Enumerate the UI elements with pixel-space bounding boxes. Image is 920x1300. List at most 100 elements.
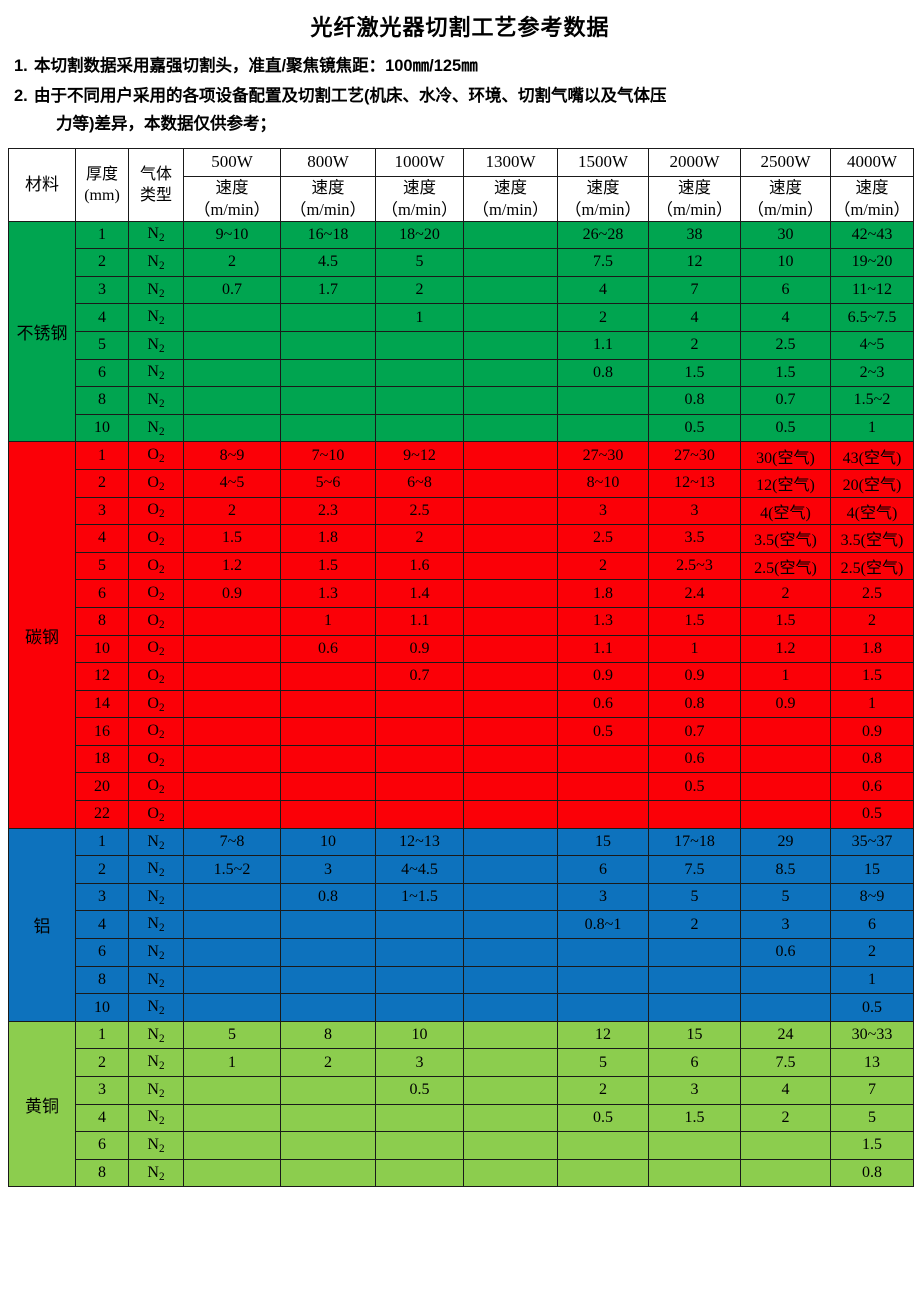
- thickness-cell: 22: [75, 800, 129, 829]
- thickness-cell: 8: [75, 606, 129, 636]
- speed-cell-2500w: 8.5: [740, 855, 831, 884]
- speed-cell-2500w: 12(空气): [740, 468, 831, 498]
- speed-cell-1500w: [557, 938, 649, 967]
- speed-cell-800w: [280, 330, 376, 360]
- speed-cell-4000w: 1: [830, 965, 914, 995]
- speed-cell-2000w: 7: [648, 275, 741, 305]
- thickness-cell: 6: [75, 579, 129, 608]
- header-power-1000w: 1000W: [375, 148, 464, 177]
- speed-cell-2500w: 3: [740, 910, 831, 940]
- speed-cell-1300w: [463, 772, 558, 802]
- speed-cell-800w: 1.7: [280, 275, 376, 305]
- speed-cell-2000w: 1: [648, 634, 741, 664]
- speed-cell-2500w: 0.5: [740, 413, 831, 443]
- speed-cell-1000w: [375, 965, 464, 995]
- speed-unit: （m/min）: [193, 199, 271, 219]
- header-power-500w: 500W: [183, 148, 281, 177]
- note-text: 本切割数据采用嘉强切割头，准直/聚焦镜焦距：100㎜/125㎜: [34, 52, 908, 80]
- speed-unit: （m/min）: [747, 199, 824, 219]
- table-row: 2 N2 2 4.5 5 7.5 12 10 19~20: [9, 248, 914, 277]
- speed-cell-4000w: 1.8: [830, 634, 914, 664]
- speed-cell-800w: [280, 1103, 376, 1133]
- speed-cell-4000w: 11~12: [830, 275, 914, 305]
- speed-cell-800w: [280, 910, 376, 940]
- speed-cell-500w: [183, 386, 281, 415]
- table-row: 碳钢 1 O2 8~9 7~10 9~12 27~30 27~30 30(空气) 43(空气): [8, 441, 914, 829]
- gas-type-cell: N2: [128, 303, 184, 332]
- thickness-cell: 2: [75, 468, 129, 498]
- speed-cell-2000w: 38: [648, 220, 741, 250]
- gas-type-cell: O2: [128, 551, 184, 581]
- gas-type-cell: O2: [128, 717, 184, 746]
- speed-cell-1500w: 1.1: [557, 330, 649, 360]
- table-row: 3 N2 0.8 1~1.5 3 5 5 8~9: [9, 882, 914, 912]
- table-row: 6 N2 0.6 2: [9, 938, 914, 967]
- thickness-cell: 1: [75, 827, 129, 857]
- note-number: 2.: [14, 87, 28, 105]
- speed-cell-1300w: [463, 1076, 558, 1105]
- thickness-cell: 4: [75, 303, 129, 332]
- speed-cell-1300w: [463, 275, 558, 305]
- speed-cell-4000w: 0.6: [830, 772, 914, 802]
- gas-type-cell: N2: [128, 413, 184, 443]
- speed-cell-2000w: 27~30: [648, 441, 741, 470]
- header-gas-line2: 类型: [139, 186, 172, 204]
- table-row: 10 O2 0.6 0.9 1.1 1 1.2 1.8: [9, 634, 914, 664]
- speed-cell-4000w: 2~3: [830, 358, 914, 388]
- speed-cell-2000w: 1.5: [648, 358, 741, 388]
- speed-cell-2000w: 6: [648, 1048, 741, 1077]
- speed-cell-1300w: [463, 965, 558, 995]
- gas-type-cell: N2: [128, 1048, 184, 1077]
- speed-cell-800w: 0.8: [280, 882, 376, 912]
- gas-type-cell: O2: [128, 524, 184, 553]
- speed-cell-1500w: 1.3: [557, 606, 649, 636]
- speed-cell-1000w: 18~20: [375, 220, 464, 250]
- speed-cell-2500w: [740, 1158, 831, 1188]
- thickness-cell: 20: [75, 772, 129, 802]
- thickness-cell: 2: [75, 248, 129, 277]
- thickness-cell: 12: [75, 662, 129, 691]
- speed-cell-2000w: 4: [648, 303, 741, 332]
- table-body: 不锈钢 1 N2 9~10 16~18 18~20 26~28 38 30 42~43 2 N2 2 4.…: [8, 220, 914, 1188]
- table-row: 8 N2 1: [9, 965, 914, 995]
- speed-cell-1000w: 1: [375, 303, 464, 332]
- speed-cell-500w: 2: [183, 248, 281, 277]
- header-power-800w: 800W: [280, 148, 376, 177]
- speed-cell-500w: 1: [183, 1048, 281, 1077]
- thickness-cell: 4: [75, 524, 129, 553]
- header-power-4000w: 4000W: [830, 148, 914, 177]
- speed-cell-1000w: [375, 993, 464, 1022]
- speed-cell-500w: [183, 717, 281, 746]
- speed-cell-4000w: 4~5: [830, 330, 914, 360]
- speed-label: 速度: [769, 177, 802, 197]
- thickness-cell: 3: [75, 496, 129, 526]
- speed-cell-4000w: 2: [830, 938, 914, 967]
- speed-cell-1000w: 6~8: [375, 468, 464, 498]
- speed-cell-1300w: [463, 1048, 558, 1077]
- speed-cell-2500w: 1.5: [740, 606, 831, 636]
- speed-cell-2500w: 29: [740, 827, 831, 857]
- header-speed-1300w: 速度 （m/min）: [463, 175, 558, 222]
- speed-cell-500w: [183, 413, 281, 443]
- speed-cell-4000w: 2: [830, 606, 914, 636]
- speed-cell-500w: 0.9: [183, 579, 281, 608]
- table-row: 4 N2 0.8~1 2 3 6: [9, 910, 914, 940]
- speed-cell-4000w: 6.5~7.5: [830, 303, 914, 332]
- speed-cell-1500w: 3: [557, 882, 649, 912]
- header-speed-2000w: 速度 （m/min）: [648, 175, 741, 222]
- speed-cell-1500w: 0.6: [557, 689, 649, 719]
- speed-cell-2500w: 0.7: [740, 386, 831, 415]
- speed-cell-500w: [183, 744, 281, 774]
- speed-cell-800w: 5~6: [280, 468, 376, 498]
- speed-cell-2500w: [740, 744, 831, 774]
- speed-cell-1300w: [463, 993, 558, 1022]
- speed-cell-2000w: 2: [648, 910, 741, 940]
- speed-cell-1300w: [463, 938, 558, 967]
- gas-type-cell: O2: [128, 634, 184, 664]
- speed-cell-2500w: 7.5: [740, 1048, 831, 1077]
- speed-cell-1500w: [557, 772, 649, 802]
- gas-type-cell: O2: [128, 468, 184, 498]
- speed-cell-1300w: [463, 717, 558, 746]
- speed-cell-2500w: [740, 772, 831, 802]
